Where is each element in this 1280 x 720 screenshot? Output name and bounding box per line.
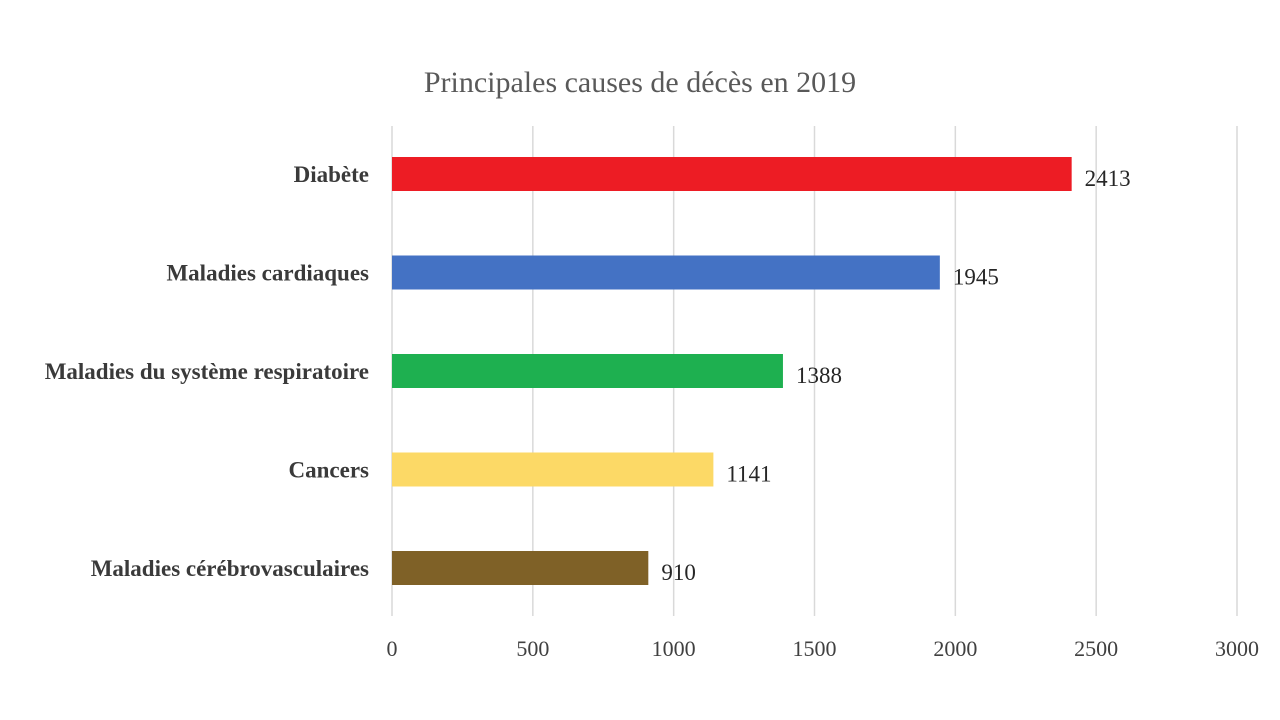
data-label: 1945 [953, 265, 999, 290]
x-tick-label: 2500 [1074, 636, 1118, 661]
bar [392, 452, 714, 487]
category-labels: Diabète Maladies cardiaques Maladies du sy… [45, 162, 369, 581]
data-label: 1141 [726, 462, 771, 487]
bar [392, 354, 783, 388]
data-labels: 2413 1945 1388 1141 910 [661, 166, 1130, 585]
category-label: Maladies cardiaques [166, 261, 369, 286]
bars [392, 157, 1072, 585]
x-tick-label: 1000 [652, 636, 696, 661]
bar [392, 255, 940, 290]
x-tick-label: 500 [516, 636, 549, 661]
category-label: Maladies du système respiratoire [45, 359, 369, 384]
category-label: Maladies cérébrovasculaires [91, 556, 369, 581]
x-axis-ticks: 0 500 1000 1500 2000 2500 3000 [387, 636, 1260, 661]
x-tick-label: 1500 [793, 636, 837, 661]
category-label: Cancers [289, 458, 370, 483]
chart-title: Principales causes de décès en 2019 [424, 66, 856, 99]
bar [392, 157, 1072, 191]
x-tick-label: 3000 [1215, 636, 1259, 661]
data-label: 2413 [1085, 166, 1131, 191]
data-label: 1388 [796, 363, 842, 388]
category-label: Diabète [294, 162, 369, 187]
x-tick-label: 2000 [933, 636, 977, 661]
x-tick-label: 0 [387, 636, 398, 661]
data-label: 910 [661, 560, 696, 585]
bar [392, 551, 649, 585]
